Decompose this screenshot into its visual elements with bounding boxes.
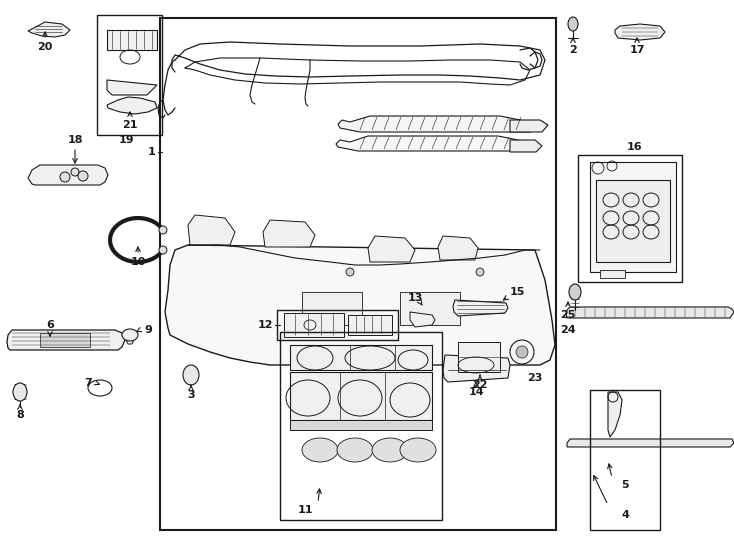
Text: 7: 7 [84,378,92,388]
Ellipse shape [159,226,167,234]
Text: 24: 24 [560,325,575,335]
Polygon shape [510,140,542,152]
Text: 22: 22 [472,380,488,390]
Polygon shape [107,80,157,95]
Text: 9: 9 [144,325,152,335]
Text: 20: 20 [37,42,53,52]
Polygon shape [302,292,362,325]
Text: 15: 15 [509,287,525,297]
Text: 19: 19 [119,135,135,145]
Text: 18: 18 [68,135,83,145]
Text: 10: 10 [131,257,145,267]
Polygon shape [338,116,545,132]
Polygon shape [443,355,510,382]
Ellipse shape [78,171,88,181]
Ellipse shape [122,329,138,341]
Polygon shape [590,162,676,272]
Text: 1: 1 [148,147,156,157]
Text: 3: 3 [187,390,195,400]
Text: 17: 17 [629,45,644,55]
Polygon shape [40,333,90,347]
Text: 13: 13 [407,293,423,303]
Polygon shape [410,312,435,327]
Polygon shape [453,300,508,316]
Ellipse shape [159,246,167,254]
Text: 5: 5 [621,480,629,490]
Polygon shape [566,307,734,318]
Polygon shape [126,335,134,344]
Text: 16: 16 [627,142,643,152]
Text: 14: 14 [468,387,484,397]
Polygon shape [165,245,555,365]
Polygon shape [368,236,415,262]
Polygon shape [400,292,460,325]
Text: 8: 8 [16,410,24,420]
Polygon shape [28,165,108,185]
Ellipse shape [400,438,436,462]
Polygon shape [107,30,157,50]
Text: 2: 2 [569,45,577,55]
Ellipse shape [302,438,338,462]
Polygon shape [438,236,478,260]
Polygon shape [615,24,665,40]
Polygon shape [188,215,235,245]
Polygon shape [596,180,670,262]
Polygon shape [510,120,548,132]
Ellipse shape [183,365,199,385]
Polygon shape [107,97,157,114]
Ellipse shape [13,383,27,401]
Polygon shape [336,136,540,151]
Ellipse shape [568,17,578,31]
Text: 21: 21 [123,120,138,130]
Polygon shape [28,22,70,37]
Text: 25: 25 [560,310,575,320]
Polygon shape [290,420,432,430]
Ellipse shape [337,438,373,462]
Ellipse shape [60,172,70,182]
Polygon shape [608,392,622,437]
Ellipse shape [476,268,484,276]
Polygon shape [290,345,432,370]
Text: 4: 4 [621,510,629,520]
Polygon shape [600,270,625,278]
Polygon shape [348,315,392,335]
Ellipse shape [569,284,581,300]
Ellipse shape [71,168,79,176]
Polygon shape [290,372,432,420]
Text: 6: 6 [46,320,54,330]
Polygon shape [263,220,315,247]
Polygon shape [284,313,344,337]
Polygon shape [458,342,500,372]
Ellipse shape [346,268,354,276]
Text: 12: 12 [257,320,273,330]
Text: 11: 11 [297,505,313,515]
Ellipse shape [372,438,408,462]
Polygon shape [7,330,125,350]
Ellipse shape [516,346,528,358]
Polygon shape [567,439,734,447]
Text: 23: 23 [527,373,542,383]
